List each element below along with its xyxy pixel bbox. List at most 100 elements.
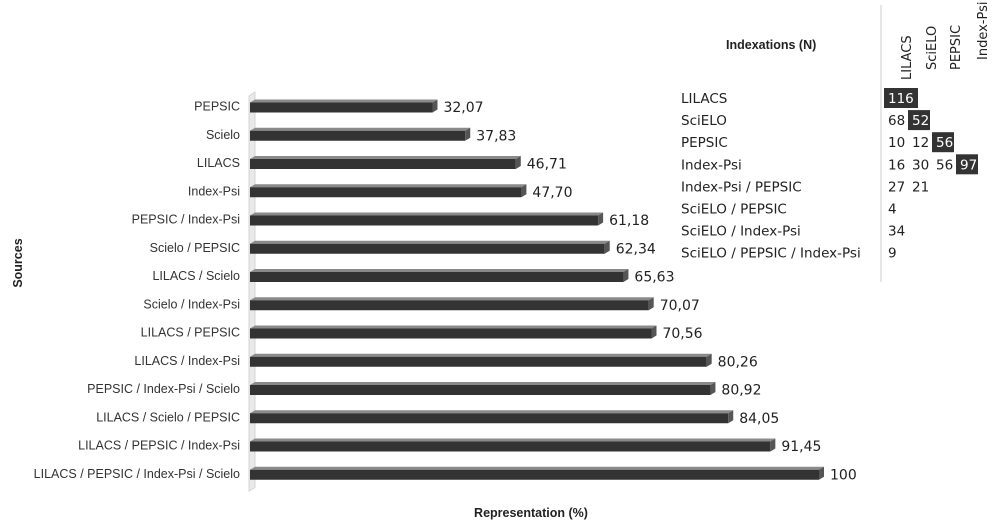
bar-end-face bbox=[604, 240, 610, 254]
table-diagonal-cell bbox=[956, 154, 978, 175]
value-label: 46,71 bbox=[527, 157, 567, 173]
category-label: Index-Psi bbox=[188, 184, 240, 198]
bar bbox=[250, 215, 599, 226]
bar-top-face bbox=[250, 99, 438, 103]
bar-top-face bbox=[250, 212, 604, 216]
table-cell: 97 bbox=[960, 157, 977, 173]
plot-side-wall bbox=[248, 91, 256, 493]
category-label: LILACS bbox=[197, 156, 240, 170]
bar-end-face bbox=[728, 410, 734, 424]
bar bbox=[250, 243, 605, 254]
bar-end-face bbox=[710, 382, 716, 395]
table-row-label: SciELO / PEPSIC / Index-Psi bbox=[681, 246, 861, 262]
category-label: LILACS / PEPSIC bbox=[141, 326, 240, 340]
bar bbox=[250, 385, 711, 395]
bar-end-face bbox=[648, 297, 654, 311]
bar-end-face bbox=[770, 438, 776, 452]
bar-end-face bbox=[515, 156, 521, 169]
bar bbox=[250, 272, 624, 282]
table-diagonal-cell bbox=[932, 132, 954, 153]
bar-top-face bbox=[250, 325, 657, 329]
bar bbox=[250, 187, 522, 198]
table-cell: 30 bbox=[912, 157, 929, 173]
bar bbox=[250, 356, 707, 367]
x-axis-title: Representation (%) bbox=[474, 506, 588, 520]
category-label: LILACS / Scielo bbox=[152, 269, 240, 283]
bar bbox=[250, 130, 466, 141]
table-column-header: SciELO bbox=[925, 26, 940, 70]
category-label: Scielo / Index-Psi bbox=[143, 297, 240, 311]
table-column-headers: LILACS SciELO PEPSIC Index-Psi bbox=[900, 2, 991, 80]
value-labels: 32,07 37,83 46,71 47,70 61,18 62,34 65,63 70,07… bbox=[443, 100, 856, 483]
table-diagonal-cell bbox=[908, 110, 930, 131]
table-row-label: SciELO / Index-Psi bbox=[681, 224, 801, 240]
bar bbox=[250, 441, 771, 452]
y-axis-title: Sources bbox=[11, 238, 25, 287]
table-cell: 52 bbox=[912, 113, 929, 129]
category-label: LILACS / Index-Psi bbox=[134, 354, 240, 368]
bar-top-face bbox=[250, 466, 824, 470]
table-column-header: Index-Psi bbox=[976, 2, 991, 60]
bar bbox=[250, 159, 516, 169]
category-label: PEPSIC / Index-Psi / Scielo bbox=[87, 382, 240, 396]
table-rows: LILACS 116 SciELO 68 52 PEPSIC 10 12 56 Index-Psi… bbox=[681, 88, 978, 262]
bar-top-face bbox=[250, 410, 734, 414]
table-row-label: PEPSIC bbox=[681, 135, 728, 151]
category-label: PEPSIC / Index-Psi bbox=[132, 213, 240, 227]
bar bbox=[250, 328, 652, 339]
bar bbox=[250, 102, 433, 113]
table-cell: 16 bbox=[888, 157, 905, 173]
table-cell: 68 bbox=[888, 113, 905, 129]
bar-top-face bbox=[250, 240, 610, 244]
table-row-label: LILACS bbox=[681, 91, 727, 107]
bar-top-face bbox=[250, 382, 716, 385]
bar bbox=[250, 413, 729, 424]
table-diagonal-cell bbox=[884, 88, 918, 108]
table-cell: 4 bbox=[888, 202, 897, 218]
table-cell: 10 bbox=[888, 135, 905, 151]
bar-end-face bbox=[706, 353, 712, 367]
table-row-label: Index-Psi bbox=[681, 157, 742, 173]
value-label: 80,92 bbox=[721, 383, 761, 399]
table-cell: 56 bbox=[936, 135, 953, 151]
category-label: Scielo / PEPSIC bbox=[150, 241, 240, 255]
value-label: 100 bbox=[830, 467, 857, 483]
table-cell: 34 bbox=[888, 224, 905, 240]
value-label: 91,45 bbox=[781, 439, 821, 455]
bar-top-face bbox=[250, 127, 471, 131]
bar bbox=[250, 469, 819, 480]
value-label: 47,70 bbox=[532, 185, 572, 201]
table-column-header: PEPSIC bbox=[949, 25, 964, 70]
bar-top-face bbox=[250, 156, 521, 159]
table-cell: 12 bbox=[912, 135, 929, 151]
category-label: LILACS / Scielo / PEPSIC bbox=[96, 410, 240, 424]
plot-backdrop bbox=[248, 91, 256, 493]
table-row-label: SciELO / PEPSIC bbox=[681, 202, 787, 218]
category-labels: PEPSIC Scielo LILACS Index-Psi PEPSIC / Inde… bbox=[34, 100, 240, 481]
category-label: Scielo bbox=[206, 128, 240, 142]
bar-end-face bbox=[432, 99, 438, 113]
value-label: 62,34 bbox=[616, 241, 656, 257]
bar-end-face bbox=[819, 466, 824, 480]
bar-top-face bbox=[250, 353, 712, 357]
bar-end-face bbox=[465, 127, 471, 141]
bar-top-face bbox=[250, 438, 776, 442]
table-row-label: Index-Psi / PEPSIC bbox=[681, 179, 802, 195]
bar-end-face bbox=[623, 269, 629, 282]
bar-end-face bbox=[598, 212, 604, 226]
table-row-label: SciELO bbox=[681, 113, 727, 129]
table-title: Indexations (N) bbox=[726, 38, 816, 52]
category-label: PEPSIC bbox=[194, 100, 240, 114]
bar-end-face bbox=[651, 325, 657, 339]
value-label: 80,26 bbox=[718, 354, 758, 370]
bar-top-face bbox=[250, 184, 527, 188]
bar bbox=[250, 300, 649, 311]
table-cell: 27 bbox=[888, 179, 905, 195]
value-label: 70,56 bbox=[662, 326, 702, 342]
table-cell: 116 bbox=[888, 91, 914, 107]
indexations-table: Indexations (N) LILACS SciELO PEPSIC Index-… bbox=[681, 2, 991, 282]
bar-top-face bbox=[250, 297, 654, 301]
table-cell: 21 bbox=[912, 179, 929, 195]
bars-group bbox=[250, 99, 824, 480]
